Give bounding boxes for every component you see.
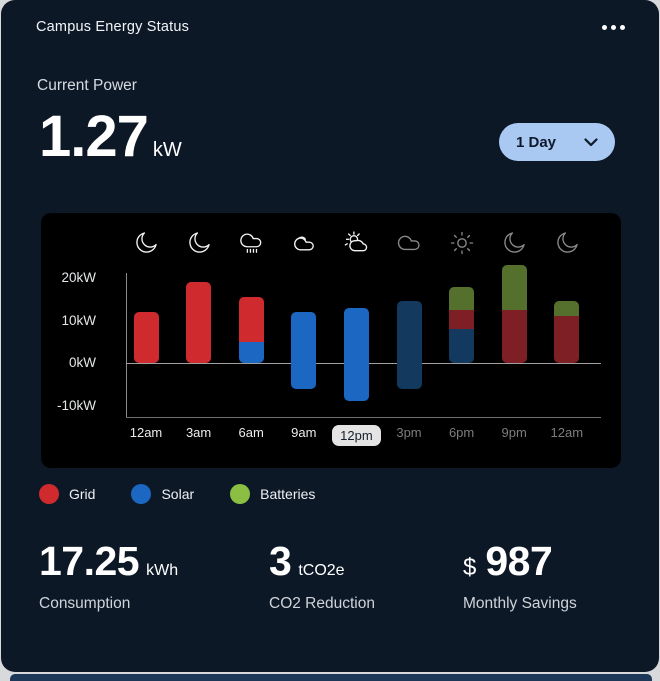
solar-segment xyxy=(396,301,422,389)
grid-segment xyxy=(133,312,159,363)
savings-value: 987 xyxy=(485,538,553,584)
grid-segment xyxy=(449,309,475,329)
x-axis-label-9pm[interactable]: 9pm xyxy=(501,425,527,440)
moon-icon xyxy=(132,229,160,257)
grid-segment xyxy=(554,316,580,363)
chart-legend: Grid Solar Batteries xyxy=(39,484,315,504)
solar-segment xyxy=(449,329,475,363)
x-axis-label-3am[interactable]: 3am xyxy=(185,425,212,440)
energy-bar-12am[interactable] xyxy=(133,312,159,363)
energy-bar-3am[interactable] xyxy=(186,282,212,363)
legend-item-batteries[interactable]: Batteries xyxy=(230,484,315,504)
x-axis-label-3pm[interactable]: 3pm xyxy=(396,425,422,440)
moon-icon xyxy=(553,229,581,257)
energy-bar-3pm-forecast[interactable] xyxy=(396,301,422,389)
energy-bar-12pm[interactable] xyxy=(343,307,369,402)
solar-segment xyxy=(291,312,317,389)
x-axis-label-6am[interactable]: 6am xyxy=(238,425,264,440)
legend-label: Batteries xyxy=(260,486,316,502)
y-axis-tick: -10kW xyxy=(56,397,96,413)
x-axis-label-12am[interactable]: 12am xyxy=(129,425,163,440)
current-power-value: 1.27 xyxy=(39,104,149,169)
energy-bar-6pm-forecast[interactable] xyxy=(449,286,475,363)
savings-label: Monthly Savings xyxy=(463,595,577,613)
time-range-label: 1 Day xyxy=(516,133,557,151)
energy-chart: 20kW 10kW 0kW -10kW 12am 3am 6am 9am 12pm 3pm 6pm 9… xyxy=(41,213,621,468)
sun-icon xyxy=(448,229,476,257)
next-card-edge xyxy=(10,674,652,681)
energy-bar-12am-forecast[interactable] xyxy=(554,301,580,363)
stat-co2-reduction: 3 tCO2e CO2 Reduction xyxy=(269,538,375,613)
grid-color-dot xyxy=(39,484,59,504)
co2-label: CO2 Reduction xyxy=(269,595,375,613)
current-power-value-group: 1.27 kW xyxy=(39,108,182,166)
selected-time-pill: 12pm xyxy=(332,425,381,446)
solar-segment xyxy=(238,341,264,363)
clouds-icon xyxy=(290,229,318,257)
batteries-segment xyxy=(501,265,527,310)
legend-item-grid[interactable]: Grid xyxy=(39,484,95,504)
stat-consumption: 17.25 kWh Consumption xyxy=(39,538,179,613)
y-axis-line xyxy=(126,273,127,417)
time-range-selector[interactable]: 1 Day xyxy=(499,123,615,161)
x-axis-label-12pm[interactable]: 12pm xyxy=(328,425,384,446)
current-power-row: 1.27 kW 1 Day xyxy=(39,108,615,166)
energy-bar-9am[interactable] xyxy=(291,312,317,389)
chevron-down-icon xyxy=(584,137,598,146)
sun-cloud-icon xyxy=(342,229,370,257)
energy-bar-6am[interactable] xyxy=(238,297,264,363)
legend-item-solar[interactable]: Solar xyxy=(131,484,194,504)
batteries-color-dot xyxy=(230,484,251,504)
rain-icon xyxy=(237,229,265,257)
x-axis-label-6pm[interactable]: 6pm xyxy=(448,425,475,440)
consumption-label: Consumption xyxy=(39,595,131,613)
currency-symbol: $ xyxy=(463,554,477,581)
cloud-icon xyxy=(395,229,423,257)
consumption-value: 17.25 xyxy=(39,538,140,584)
energy-bar-9pm-forecast[interactable] xyxy=(501,265,527,363)
consumption-unit: kWh xyxy=(146,562,179,579)
x-axis-label-9am[interactable]: 9am xyxy=(291,425,317,440)
current-power-unit: kW xyxy=(152,139,182,161)
x-axis-line xyxy=(126,417,601,418)
x-axis-label-12am[interactable]: 12am xyxy=(550,425,584,440)
y-axis-tick: 20kW xyxy=(61,270,96,285)
grid-segment xyxy=(238,297,264,342)
y-axis-tick: 0kW xyxy=(69,355,96,370)
moon-icon xyxy=(185,229,213,257)
co2-unit: tCO2e xyxy=(298,562,345,579)
solar-color-dot xyxy=(131,484,152,504)
stat-monthly-savings: $ 987 Monthly Savings xyxy=(463,538,577,613)
co2-value: 3 xyxy=(269,538,292,584)
y-axis-tick: 10kW xyxy=(61,312,96,328)
legend-label: Grid xyxy=(69,486,96,502)
grid-segment xyxy=(186,282,212,363)
card-header: Campus Energy Status xyxy=(36,16,629,38)
batteries-segment xyxy=(554,301,580,317)
batteries-segment xyxy=(449,286,475,310)
current-power-label: Current Power xyxy=(37,77,137,94)
solar-segment xyxy=(343,307,369,402)
more-options-icon[interactable] xyxy=(598,21,629,34)
grid-segment xyxy=(501,309,527,363)
moon-icon xyxy=(500,229,528,257)
legend-label: Solar xyxy=(161,486,195,502)
card-title: Campus Energy Status xyxy=(36,19,190,35)
